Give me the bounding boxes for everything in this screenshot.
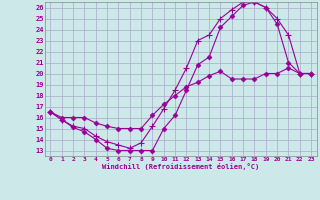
X-axis label: Windchill (Refroidissement éolien,°C): Windchill (Refroidissement éolien,°C) xyxy=(102,163,260,170)
